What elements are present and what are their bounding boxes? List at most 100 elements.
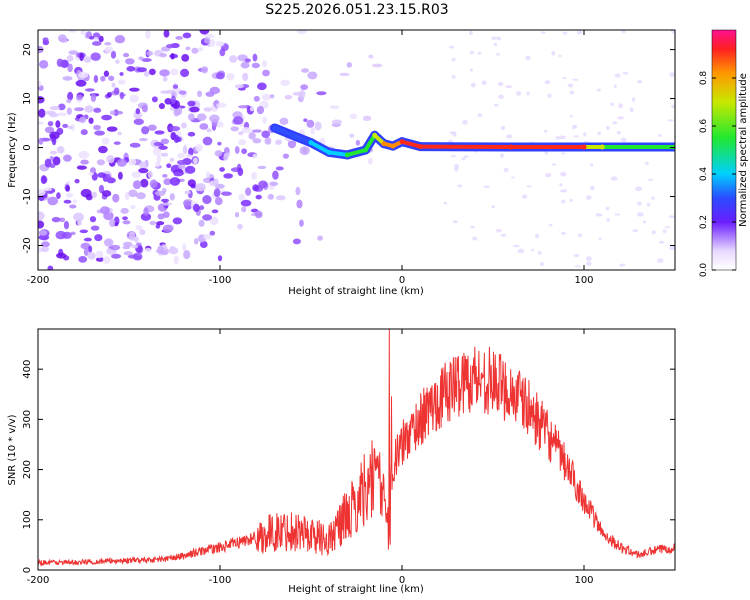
snr-y-tick-label: 100 bbox=[22, 510, 33, 529]
carrier-track-point bbox=[326, 149, 332, 155]
spectrogram-noise-blob bbox=[261, 130, 271, 139]
spectrogram-noise-blob bbox=[238, 131, 244, 136]
spectrogram-faint-dot bbox=[614, 213, 621, 216]
spectrogram-noise-blob bbox=[44, 126, 55, 134]
spectrogram-noise-blob bbox=[202, 214, 213, 221]
spectrogram-noise-blob bbox=[217, 255, 223, 262]
spectrogram-faint-dot bbox=[583, 132, 587, 137]
spectrogram-noise-blob bbox=[173, 134, 180, 144]
spectrogram-noise-blob bbox=[88, 117, 94, 124]
spectrogram-noise-blob bbox=[93, 75, 99, 83]
spectrogram-noise-blob bbox=[93, 107, 102, 113]
spectrogram-noise-blob bbox=[106, 155, 115, 164]
spectrogram-faint-dot bbox=[497, 36, 501, 41]
spectrogram-noise-blob bbox=[112, 193, 120, 203]
spectrogram-faint-dot bbox=[585, 256, 592, 262]
spectrogram-faint-dot bbox=[472, 236, 478, 241]
spectrogram-noise-blob bbox=[104, 46, 114, 54]
spectrogram-noise-blob bbox=[192, 203, 200, 213]
spectrogram-faint-dot bbox=[616, 130, 621, 135]
spectrogram-noise-blob bbox=[306, 119, 315, 128]
spectrogram-faint-dot bbox=[614, 73, 621, 78]
spectrogram-noise-blob bbox=[160, 138, 170, 145]
spectrogram-faint-dot bbox=[569, 90, 575, 95]
spectrogram-noise-blob bbox=[316, 91, 327, 96]
spectrogram-noise-blob bbox=[169, 125, 181, 132]
spectrogram-noise-blob bbox=[252, 184, 260, 192]
spectrogram-noise-blob bbox=[367, 157, 373, 165]
spectrogram-noise-blob bbox=[131, 171, 142, 178]
spectrogram-noise-blob bbox=[182, 200, 191, 207]
spectrogram-faint-dot bbox=[544, 80, 551, 85]
spectrogram-noise-blob bbox=[213, 178, 219, 186]
spectrogram-noise-blob bbox=[149, 220, 157, 226]
spectrogram-noise-blob bbox=[237, 167, 244, 176]
spectrogram-noise-blob bbox=[123, 52, 130, 58]
spectrogram-noise-blob bbox=[215, 72, 225, 80]
spectrogram-noise-blob bbox=[165, 43, 176, 49]
spectrogram-noise-blob bbox=[124, 192, 130, 201]
spectrogram-faint-dot bbox=[451, 57, 456, 62]
spectrogram-noise-blob bbox=[214, 197, 223, 206]
spectrogram-noise-blob bbox=[162, 173, 168, 178]
spectrogram-noise-blob bbox=[317, 235, 323, 241]
spectrogram-noise-blob bbox=[132, 180, 142, 190]
spectrogram-noise-blob bbox=[182, 145, 188, 155]
spectrogram-noise-blob bbox=[355, 139, 361, 146]
spectrogram-noise-blob bbox=[299, 146, 310, 156]
spectrogram-noise-blob bbox=[38, 96, 45, 104]
spectrogram-noise-blob bbox=[275, 166, 284, 171]
spectrogram-faint-dot bbox=[559, 183, 563, 187]
spectrogram-noise-blob bbox=[109, 218, 116, 228]
spectrogram-noise-blob bbox=[269, 181, 279, 187]
spectrogram-noise-blob bbox=[114, 34, 126, 44]
spectrogram-y-tick-label: -10 bbox=[22, 188, 33, 204]
spectrogram-noise-blob bbox=[234, 211, 240, 218]
spectrogram-noise-blob bbox=[211, 209, 219, 214]
spectrogram-faint-dot bbox=[548, 223, 553, 227]
spectrogram-noise-blob bbox=[135, 225, 143, 231]
spectrogram-noise-blob bbox=[66, 107, 72, 115]
spectrogram-faint-dot bbox=[577, 233, 583, 238]
spectrogram-noise-blob bbox=[141, 58, 152, 62]
spectrogram-noise-blob bbox=[56, 145, 65, 154]
spectrogram-faint-dot bbox=[516, 90, 522, 96]
spectrogram-noise-blob bbox=[241, 127, 252, 134]
spectrogram-noise-blob bbox=[79, 116, 87, 124]
carrier-track-point bbox=[508, 144, 514, 150]
spectrogram-noise-blob bbox=[119, 72, 124, 76]
spectrogram-noise-blob bbox=[94, 130, 106, 136]
spectrogram-x-tick-label: 100 bbox=[574, 275, 593, 286]
spectrogram-noise-blob bbox=[49, 156, 54, 161]
spectrogram-noise-blob bbox=[51, 216, 61, 223]
spectrogram-noise-blob bbox=[206, 128, 212, 133]
spectrogram-noise-blob bbox=[255, 194, 262, 200]
spectrogram-noise-blob bbox=[275, 139, 282, 145]
spectrogram-noise-blob bbox=[73, 212, 84, 222]
spectrogram-noise-blob bbox=[138, 56, 144, 61]
spectrogram-faint-dot bbox=[530, 248, 535, 252]
spectrogram-noise-blob bbox=[237, 223, 243, 230]
spectrogram-noise-blob bbox=[80, 242, 91, 250]
spectrogram-faint-dot bbox=[605, 125, 610, 131]
spectrogram-faint-dot bbox=[569, 198, 573, 202]
spectrogram-noise-blob bbox=[160, 152, 169, 157]
spectrogram-noise-blob bbox=[143, 70, 150, 77]
carrier-track-segment bbox=[327, 150, 350, 157]
spectrogram-noise-blob bbox=[238, 193, 246, 201]
spectrogram-faint-dot bbox=[590, 185, 595, 191]
carrier-track-point bbox=[272, 125, 278, 131]
spectrogram-noise-blob bbox=[185, 165, 196, 174]
spectrogram-noise-blob bbox=[234, 146, 240, 154]
spectrogram-noise-blob bbox=[199, 205, 205, 211]
spectrogram-faint-dot bbox=[670, 30, 675, 34]
spectrogram-faint-dot bbox=[448, 45, 455, 49]
spectrogram-noise-blob bbox=[173, 171, 183, 177]
spectrogram-faint-dot bbox=[561, 152, 566, 155]
spectrogram-noise-blob bbox=[310, 127, 315, 135]
spectrogram-faint-dot bbox=[632, 229, 639, 233]
spectrogram-faint-dot bbox=[500, 233, 507, 237]
spectrogram-noise-blob bbox=[87, 252, 96, 260]
spectrogram-noise-blob bbox=[253, 95, 260, 102]
